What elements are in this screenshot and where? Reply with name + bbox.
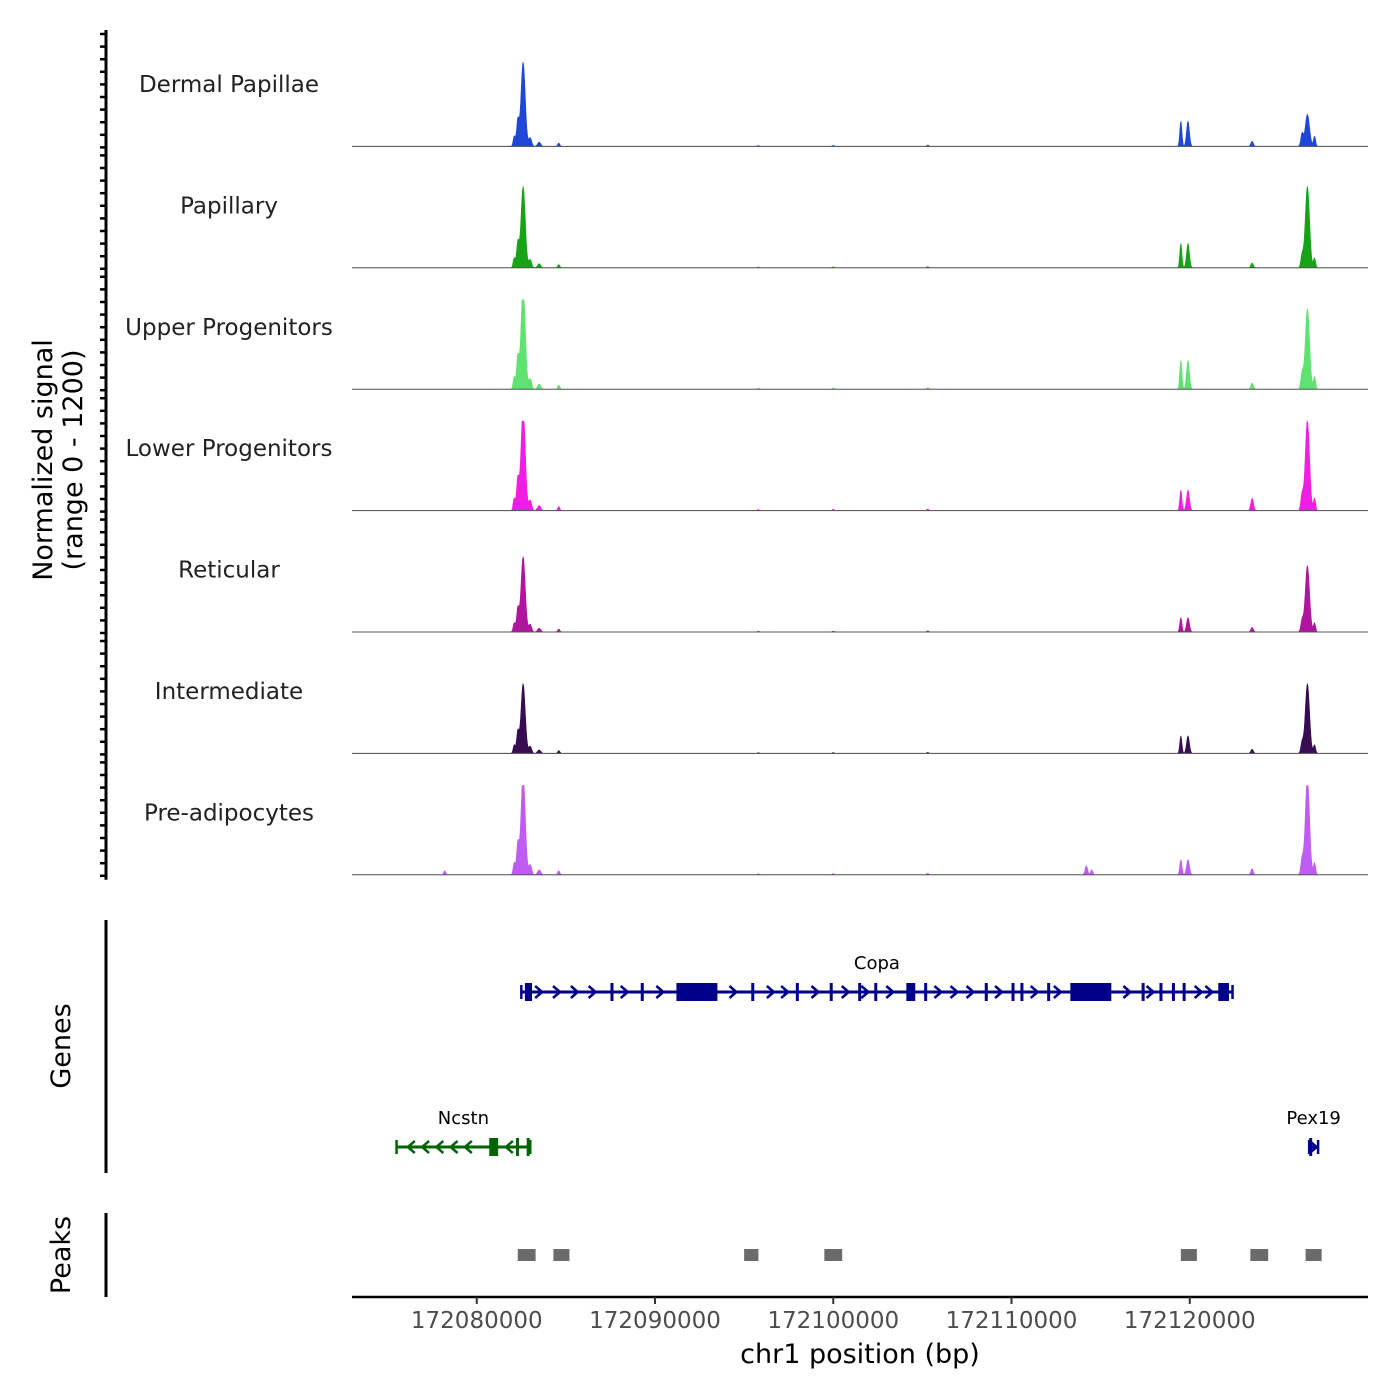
- gene-copa-strand-arrow: [949, 985, 960, 999]
- peak-region: [824, 1249, 843, 1261]
- gene-copa-strand-arrow: [860, 985, 871, 999]
- track-label-papillary: Papillary: [180, 193, 278, 219]
- genes-panel-label: Genes: [46, 1003, 77, 1088]
- gene-copa-strand-arrow: [994, 985, 1004, 999]
- gene-copa-exon: [795, 983, 799, 1001]
- gene-copa-exon: [1182, 983, 1186, 1001]
- gene-copa-strand-arrow: [534, 985, 545, 999]
- gene-copa-exon: [984, 983, 988, 1001]
- peak-region: [1180, 1249, 1197, 1261]
- gene-copa-strand-arrow: [965, 985, 976, 999]
- coverage-panel: Dermal Papillae Papillary Upper Progenitor…: [100, 30, 1368, 880]
- track-label-lower-progenitors: Lower Progenitors: [126, 436, 333, 462]
- coverage-area-pre-adipocytes: [352, 785, 1368, 876]
- gene-copa-exon: [676, 983, 718, 1001]
- gene-copa-exon: [1011, 983, 1015, 1001]
- coverage-ylabel-line2: (range 0 - 1200): [58, 350, 89, 571]
- coverage-area-reticular: [352, 555, 1368, 633]
- x-axis-label: chr1 position (bp): [740, 1339, 980, 1370]
- gene-copa-strand-arrow: [1193, 985, 1204, 999]
- gene-copa-strand-arrow: [552, 985, 562, 999]
- peaks-panel-label: Peaks: [46, 1216, 77, 1294]
- gene-copa-exon: [1171, 983, 1175, 1001]
- gene-copa-exon: [1159, 983, 1163, 1001]
- gene-ncstn-exon: [526, 1138, 530, 1156]
- x-tick-label: 172090000: [589, 1308, 721, 1334]
- gene-ncstn-strand-arrow: [448, 1140, 459, 1154]
- peaks-panel: [104, 1213, 1322, 1297]
- coverage-area-papillary: [352, 185, 1368, 269]
- gene-copa-strand-arrow: [1029, 985, 1040, 999]
- gene-copa-exon: [1141, 983, 1145, 1001]
- gene-copa-strand-arrow: [1053, 985, 1063, 999]
- gene-copa-label: Copa: [854, 953, 900, 974]
- coverage-area-dermal-papillae: [352, 61, 1368, 147]
- coverage-ylabel-line1: Normalized signal: [28, 339, 59, 581]
- gene-copa-strand-arrow: [1145, 985, 1156, 999]
- gene-copa-exon: [924, 983, 928, 1001]
- gene-ncstn-label: Ncstn: [438, 1108, 489, 1129]
- gene-copa-exon: [640, 983, 644, 1001]
- gene-copa-exon: [751, 983, 755, 1001]
- gene-copa-strand-arrow: [1122, 985, 1133, 999]
- gene-ncstn-exon: [515, 1138, 519, 1156]
- peak-region: [1250, 1249, 1269, 1261]
- x-axis: 172080000 172090000 172100000 172110000 1721…: [352, 1295, 1368, 1334]
- x-tick-label: 172120000: [1124, 1308, 1256, 1334]
- track-label-reticular: Reticular: [178, 558, 280, 584]
- gene-pex19-exon: [1309, 1138, 1313, 1156]
- coverage-area-intermediate: [352, 682, 1368, 754]
- x-tick-label: 172110000: [946, 1308, 1078, 1334]
- gene-copa-strand-arrow: [728, 985, 739, 999]
- gene-copa-strand-arrow: [885, 985, 896, 999]
- gene-copa-exon: [1020, 983, 1024, 1001]
- gene-copa-exon: [610, 983, 614, 1001]
- track-label-dermal-papillae: Dermal Papillae: [139, 72, 319, 98]
- gene-copa-exon: [829, 983, 833, 1001]
- gene-copa-strand-arrow: [655, 985, 666, 999]
- gene-copa-strand-arrow: [780, 985, 791, 999]
- gene-pex19-label: Pex19: [1286, 1108, 1341, 1129]
- x-tick-label: 172100000: [767, 1308, 899, 1334]
- gene-ncstn-strand-arrow: [434, 1140, 445, 1154]
- gene-ncstn-strand-arrow: [462, 1140, 473, 1154]
- gene-copa-strand-arrow: [1204, 985, 1215, 999]
- gene-copa-strand-arrow: [766, 985, 776, 999]
- gene-ncstn-exon: [489, 1138, 499, 1156]
- gene-copa-strand-arrow: [840, 985, 851, 999]
- gene-copa-strand-arrow: [587, 985, 598, 999]
- gene-copa-strand-arrow: [810, 985, 821, 999]
- gene-ncstn-strand-arrow: [405, 1140, 416, 1154]
- gene-copa-exon: [858, 983, 862, 1001]
- track-label-upper-progenitors: Upper Progenitors: [125, 315, 333, 341]
- gene-pex19-strand-arrow: [1308, 1140, 1319, 1154]
- peak-region: [744, 1249, 759, 1261]
- gene-copa-exon: [874, 983, 878, 1001]
- gene-copa-exon: [1218, 983, 1229, 1001]
- coverage-area-upper-progenitors: [352, 299, 1368, 390]
- peak-region: [517, 1249, 536, 1261]
- gene-copa-strand-arrow: [933, 985, 944, 999]
- x-tick-label: 172080000: [411, 1308, 543, 1334]
- genes-panel: Copa Ncstn Pex19: [104, 920, 1341, 1173]
- peak-region: [1305, 1249, 1322, 1261]
- track-label-pre-adipocytes: Pre-adipocytes: [144, 800, 314, 826]
- gene-ncstn-strand-arrow: [420, 1140, 430, 1154]
- track-label-intermediate: Intermediate: [155, 679, 303, 705]
- gene-ncstn-strand-arrow: [503, 1140, 514, 1154]
- coverage-area-lower-progenitors: [352, 420, 1368, 511]
- gene-copa-exon: [1047, 983, 1051, 1001]
- gene-copa-exon: [906, 983, 916, 1001]
- gene-copa-exon: [524, 983, 533, 1001]
- gene-copa-strand-arrow: [619, 985, 630, 999]
- gene-copa-strand-arrow: [569, 985, 580, 999]
- gene-copa-exon: [1070, 983, 1112, 1001]
- peak-region: [553, 1249, 570, 1261]
